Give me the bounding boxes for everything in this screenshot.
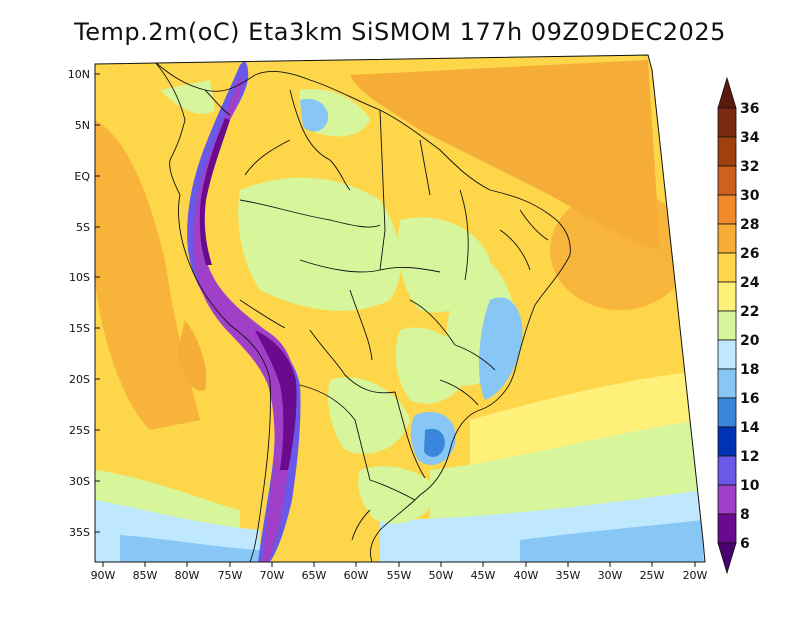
lon-label: 30W: [598, 569, 623, 582]
colorbar-label: 34: [740, 130, 760, 146]
colorbar-label: 18: [740, 362, 759, 378]
colorbar-label: 24: [740, 275, 760, 291]
lat-label: 5S: [76, 221, 90, 234]
colorbar-segment: [717, 310, 737, 341]
colorbar-label: 8: [740, 507, 750, 523]
colorbar-label: 10: [740, 478, 760, 494]
colorbar-label: 6: [740, 536, 750, 552]
temperature-field: [95, 55, 705, 562]
latitude-axis: [95, 73, 100, 533]
lon-label: 40W: [514, 569, 539, 582]
colorbar-segment: [717, 426, 737, 457]
colorbar-segment: [717, 484, 737, 515]
lon-label: 75W: [218, 569, 243, 582]
colorbar: 36 34 32 30 28 26 24 22 20 18 16 14 12 10 8 6: [717, 76, 760, 575]
lon-label: 35W: [556, 569, 581, 582]
colorbar-segment: [717, 339, 737, 370]
colorbar-segment: [717, 397, 737, 428]
lat-label: 35S: [69, 526, 90, 539]
colorbar-label: 14: [740, 420, 760, 436]
colorbar-segment: [717, 252, 737, 283]
colorbar-segment: [717, 194, 737, 225]
colorbar-label: 16: [740, 391, 759, 407]
colorbar-segment: [717, 455, 737, 486]
lat-label: 30S: [69, 475, 90, 488]
colorbar-segment: [717, 107, 737, 138]
lon-label: 70W: [260, 569, 285, 582]
lon-label: 55W: [387, 569, 412, 582]
colorbar-segment: [717, 368, 737, 399]
lon-label: 20W: [683, 569, 708, 582]
lon-label: 65W: [302, 569, 327, 582]
colorbar-underflow-triangle: [717, 542, 737, 575]
colorbar-label: 26: [740, 246, 759, 262]
lon-label: 50W: [429, 569, 454, 582]
lon-label: 80W: [175, 569, 200, 582]
colorbar-segment: [717, 281, 737, 312]
lat-label: 5N: [75, 119, 90, 132]
colorbar-label: 30: [740, 188, 760, 204]
colorbar-label: 22: [740, 304, 759, 320]
lon-label: 85W: [133, 569, 158, 582]
lat-label: EQ: [74, 170, 90, 183]
lon-label: 45W: [471, 569, 496, 582]
colorbar-label: 20: [740, 333, 760, 349]
colorbar-label: 12: [740, 449, 759, 465]
lat-label: 10N: [68, 68, 90, 81]
lon-label: 25W: [640, 569, 665, 582]
lat-label: 20S: [69, 373, 90, 386]
lat-label: 25S: [69, 424, 90, 437]
colorbar-segment: [717, 136, 737, 167]
lat-label: 15S: [69, 322, 90, 335]
lon-label: 90W: [91, 569, 116, 582]
lat-label: 10S: [69, 271, 90, 284]
country-borders: [154, 61, 571, 562]
colorbar-label: 28: [740, 217, 759, 233]
colorbar-overflow-triangle: [717, 76, 737, 109]
colorbar-segment: [717, 165, 737, 196]
colorbar-label: 32: [740, 159, 759, 175]
colorbar-segment: [717, 513, 737, 544]
lon-label: 60W: [344, 569, 369, 582]
map-title: Temp.2m(oC) Eta3km SiSMOM 177h 09Z09DEC2…: [74, 18, 726, 46]
colorbar-label: 36: [740, 101, 759, 117]
colorbar-segment: [717, 223, 737, 254]
longitude-axis: [102, 562, 696, 567]
